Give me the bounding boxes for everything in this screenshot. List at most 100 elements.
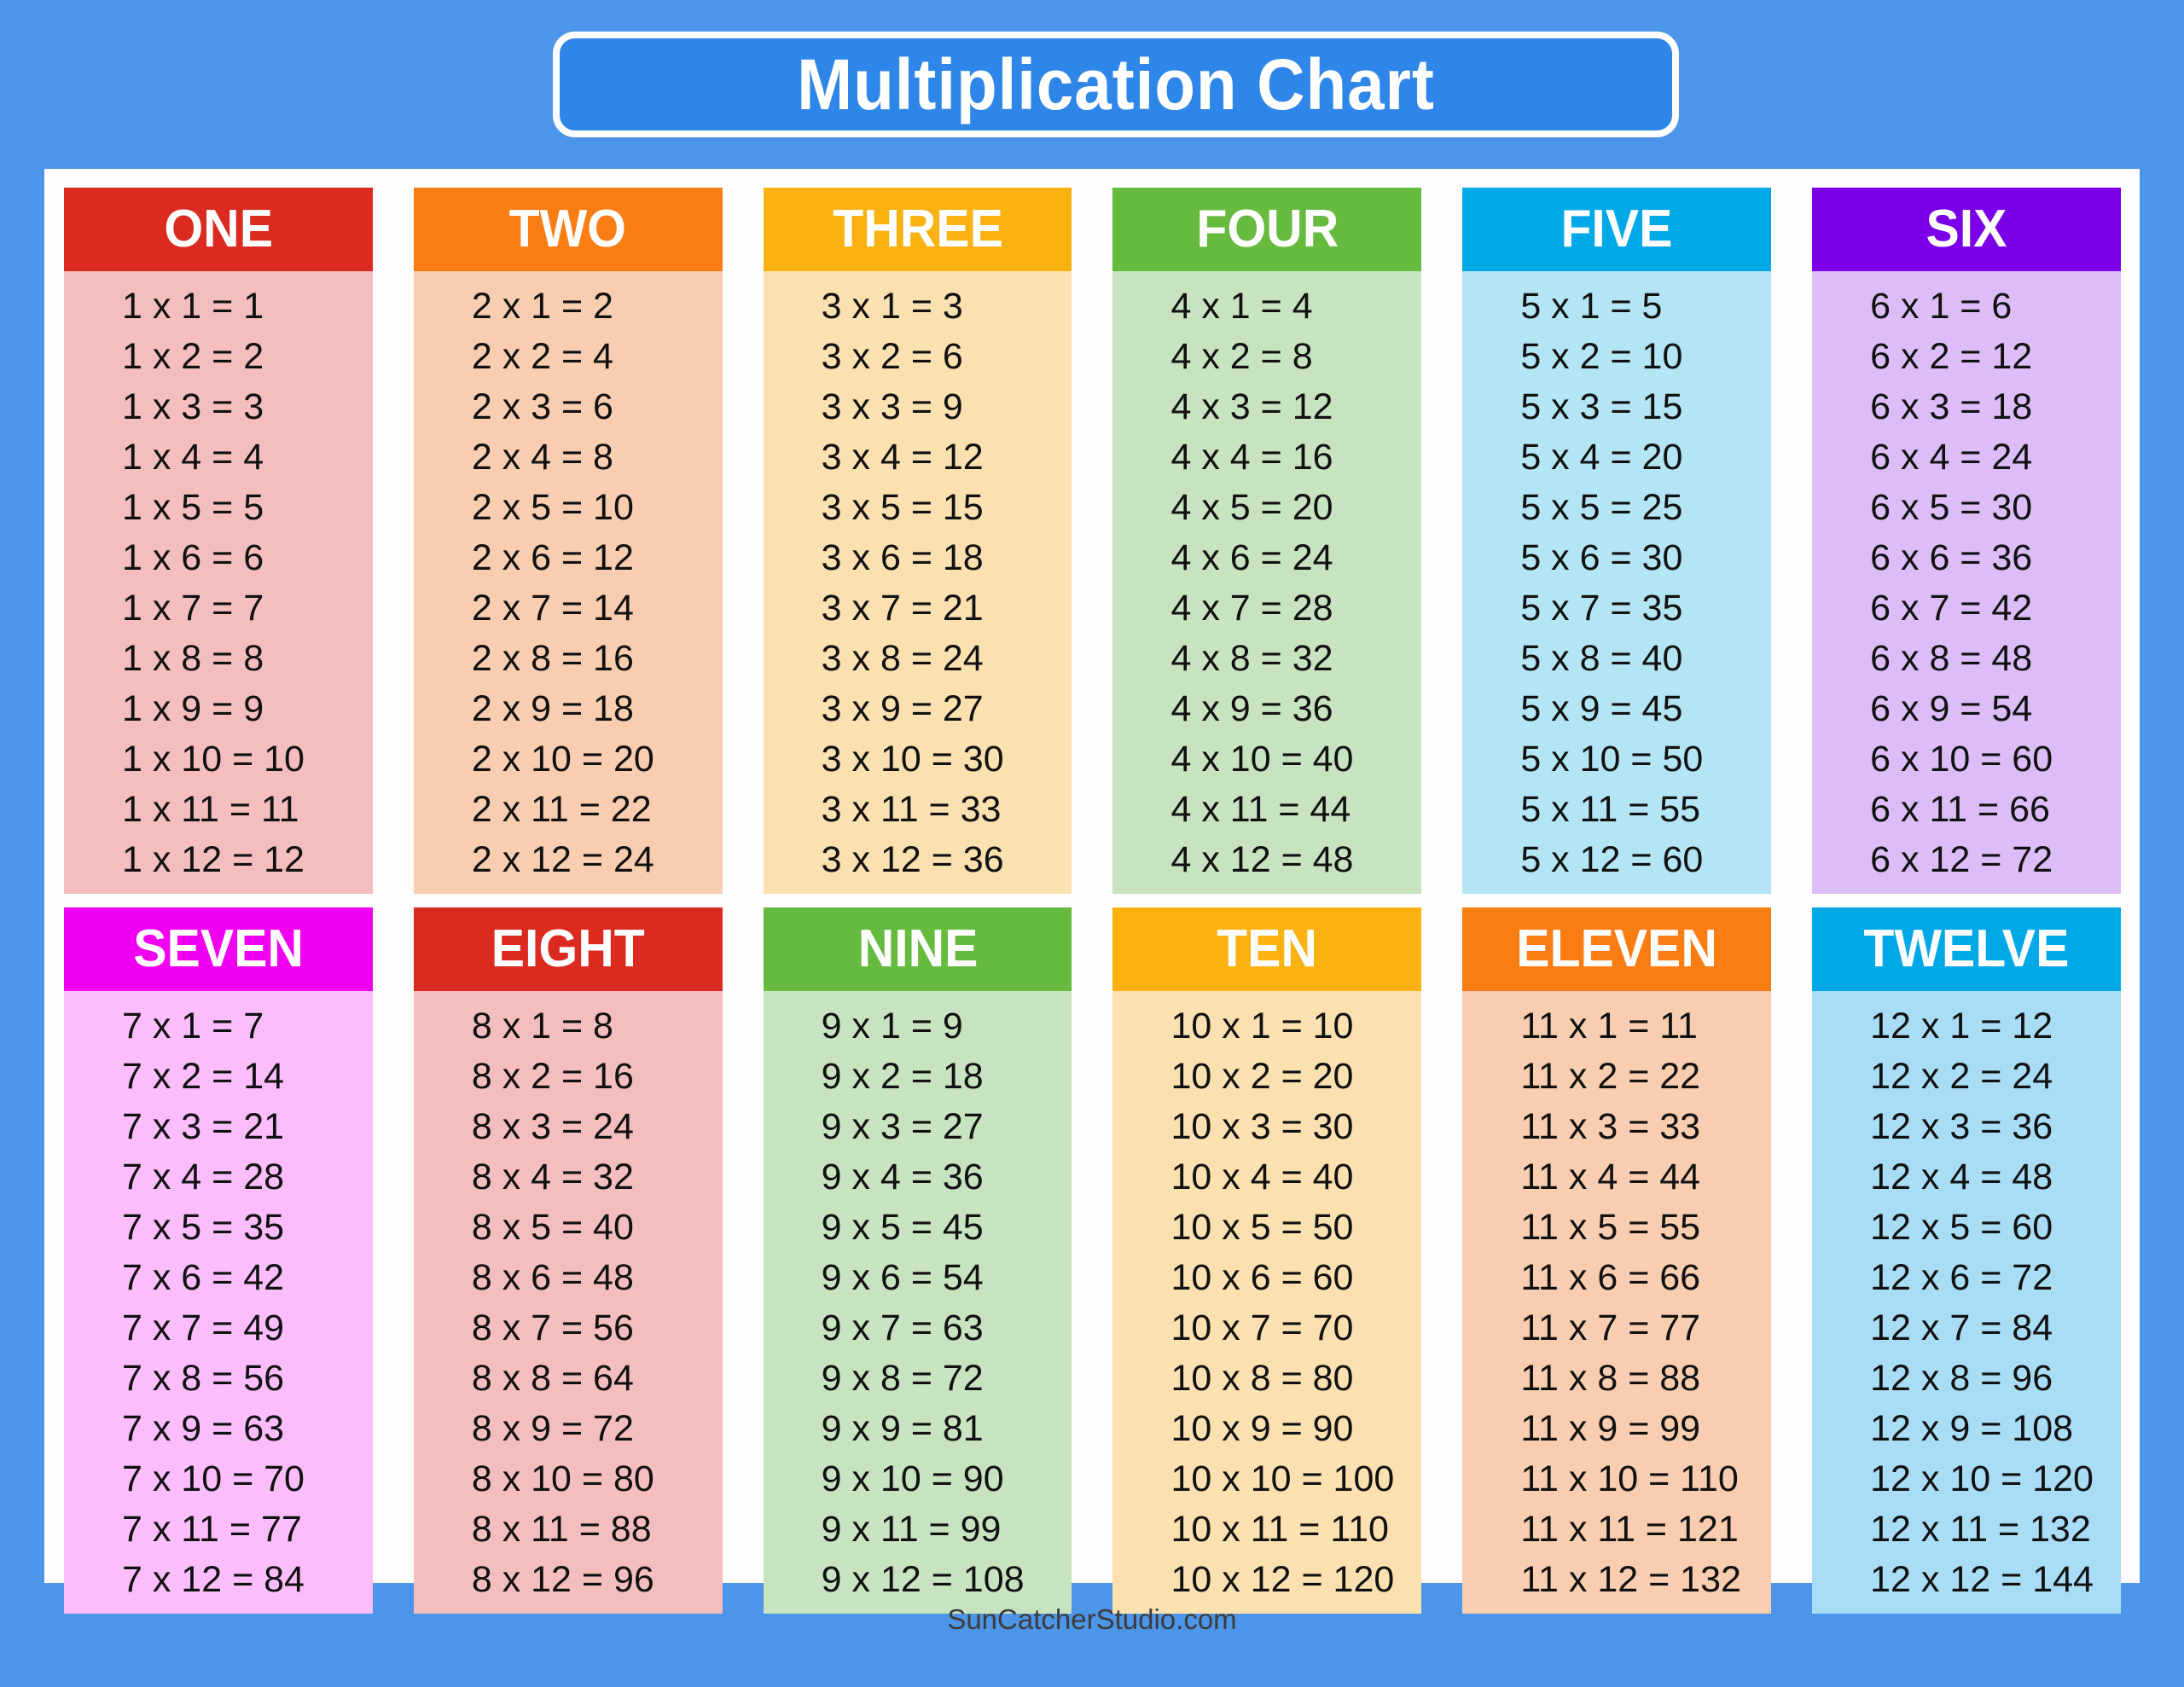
fact-row: 3 x 8 = 24 bbox=[821, 638, 984, 679]
fact-row: 3 x 9 = 27 bbox=[821, 688, 984, 729]
fact-row: 7 x 6 = 42 bbox=[122, 1257, 285, 1298]
fact-row: 4 x 11 = 44 bbox=[1170, 789, 1351, 830]
fact-row: 2 x 8 = 16 bbox=[471, 638, 634, 679]
fact-row: 1 x 11 = 11 bbox=[122, 789, 299, 830]
fact-row: 1 x 9 = 9 bbox=[122, 688, 264, 729]
fact-row: 6 x 8 = 48 bbox=[1870, 638, 2033, 679]
fact-row: 4 x 10 = 40 bbox=[1170, 739, 1354, 780]
fact-row: 2 x 11 = 22 bbox=[471, 789, 652, 830]
card-header-label: FOUR bbox=[1195, 200, 1339, 258]
card-header-label: TWELVE bbox=[1863, 919, 2070, 978]
fact-row: 8 x 5 = 40 bbox=[471, 1207, 634, 1248]
fact-row: 12 x 7 = 84 bbox=[1870, 1307, 2053, 1348]
card-header-five: FIVE bbox=[1462, 188, 1772, 271]
card-header-label: EIGHT bbox=[491, 919, 645, 978]
fact-row: 11 x 8 = 88 bbox=[1520, 1358, 1701, 1399]
fact-row: 2 x 5 = 10 bbox=[471, 487, 634, 528]
fact-row: 1 x 1 = 1 bbox=[122, 286, 264, 327]
fact-row: 12 x 4 = 48 bbox=[1870, 1157, 2053, 1197]
fact-row: 11 x 3 = 33 bbox=[1520, 1106, 1701, 1147]
fact-row: 10 x 10 = 100 bbox=[1170, 1458, 1395, 1499]
card-body-six: 6 x 1 = 6 6 x 2 = 12 6 x 3 = 18 6 x 4 = 24 6… bbox=[1812, 271, 2121, 894]
card-header-label: SEVEN bbox=[133, 919, 304, 978]
fact-row: 9 x 9 = 81 bbox=[821, 1408, 984, 1449]
table-card-four: FOUR 4 x 1 = 4 4 x 2 = 8 4 x 3 = 12 4 x 4 = … bbox=[1112, 188, 1422, 894]
fact-row: 2 x 12 = 24 bbox=[471, 839, 654, 880]
fact-row: 4 x 3 = 12 bbox=[1170, 386, 1333, 427]
fact-row: 4 x 2 = 8 bbox=[1170, 336, 1313, 377]
fact-row: 11 x 4 = 44 bbox=[1520, 1157, 1701, 1197]
fact-row: 1 x 10 = 10 bbox=[122, 739, 305, 780]
fact-row: 1 x 8 = 8 bbox=[122, 638, 264, 679]
fact-row: 9 x 3 = 27 bbox=[821, 1106, 984, 1147]
fact-row: 12 x 10 = 120 bbox=[1870, 1458, 2094, 1499]
card-body-three: 3 x 1 = 3 3 x 2 = 6 3 x 3 = 9 3 x 4 = 12 3 x… bbox=[763, 271, 1072, 894]
fact-row: 5 x 2 = 10 bbox=[1520, 336, 1683, 377]
fact-row: 9 x 5 = 45 bbox=[821, 1207, 984, 1248]
card-body-two: 2 x 1 = 2 2 x 2 = 4 2 x 3 = 6 2 x 4 = 8 2 x … bbox=[413, 271, 723, 894]
fact-row: 7 x 2 = 14 bbox=[122, 1056, 285, 1097]
fact-row: 5 x 11 = 55 bbox=[1520, 789, 1701, 830]
fact-row: 10 x 5 = 50 bbox=[1170, 1207, 1354, 1248]
card-header-label: SIX bbox=[1926, 200, 2007, 258]
fact-row: 6 x 10 = 60 bbox=[1870, 739, 2053, 780]
fact-row: 12 x 2 = 24 bbox=[1870, 1056, 2053, 1097]
fact-row: 8 x 9 = 72 bbox=[471, 1408, 634, 1449]
card-body-eight: 8 x 1 = 8 8 x 2 = 16 8 x 3 = 24 8 x 4 = 32 8… bbox=[413, 991, 723, 1614]
fact-row: 5 x 1 = 5 bbox=[1520, 286, 1663, 327]
fact-row: 5 x 7 = 35 bbox=[1520, 588, 1683, 629]
fact-row: 2 x 4 = 8 bbox=[471, 437, 613, 478]
fact-row: 5 x 8 = 40 bbox=[1520, 638, 1683, 679]
card-header-six: SIX bbox=[1812, 188, 2121, 271]
fact-row: 7 x 1 = 7 bbox=[122, 1006, 264, 1046]
fact-row: 6 x 3 = 18 bbox=[1870, 386, 2033, 427]
fact-row: 2 x 2 = 4 bbox=[471, 336, 613, 377]
table-card-eleven: ELEVEN 11 x 1 = 11 11 x 2 = 22 11 x 3 = 33 1… bbox=[1462, 907, 1772, 1614]
card-header-eleven: ELEVEN bbox=[1462, 907, 1772, 991]
fact-row: 11 x 6 = 66 bbox=[1520, 1257, 1701, 1298]
fact-row: 11 x 9 = 99 bbox=[1520, 1408, 1701, 1449]
card-body-eleven: 11 x 1 = 11 11 x 2 = 22 11 x 3 = 33 11 x 4 … bbox=[1462, 991, 1772, 1614]
card-body-four: 4 x 1 = 4 4 x 2 = 8 4 x 3 = 12 4 x 4 = 16 4 … bbox=[1112, 271, 1422, 894]
card-header-label: ONE bbox=[164, 200, 273, 258]
page-title: Multiplication Chart bbox=[797, 44, 1435, 125]
card-header-two: TWO bbox=[413, 188, 723, 271]
fact-row: 11 x 1 = 11 bbox=[1520, 1006, 1698, 1046]
table-card-seven: SEVEN 7 x 1 = 7 7 x 2 = 14 7 x 3 = 21 7 x 4 … bbox=[64, 907, 373, 1614]
card-header-twelve: TWELVE bbox=[1812, 907, 2121, 991]
fact-row: 3 x 11 = 33 bbox=[821, 789, 1002, 830]
fact-row: 12 x 12 = 144 bbox=[1870, 1559, 2094, 1600]
fact-row: 10 x 4 = 40 bbox=[1170, 1157, 1354, 1197]
fact-row: 5 x 12 = 60 bbox=[1520, 839, 1704, 880]
card-row-bottom: SEVEN 7 x 1 = 7 7 x 2 = 14 7 x 3 = 21 7 x 4 … bbox=[64, 907, 2121, 1614]
fact-row: 7 x 3 = 21 bbox=[122, 1106, 285, 1147]
fact-row: 6 x 6 = 36 bbox=[1870, 537, 2033, 578]
fact-row: 8 x 4 = 32 bbox=[471, 1157, 634, 1197]
fact-row: 12 x 6 = 72 bbox=[1870, 1257, 2053, 1298]
fact-row: 8 x 12 = 96 bbox=[471, 1559, 654, 1600]
fact-row: 9 x 6 = 54 bbox=[821, 1257, 984, 1298]
card-body-nine: 9 x 1 = 9 9 x 2 = 18 9 x 3 = 27 9 x 4 = 36 9… bbox=[763, 991, 1072, 1614]
fact-row: 7 x 5 = 35 bbox=[122, 1207, 285, 1248]
fact-row: 7 x 7 = 49 bbox=[122, 1307, 285, 1348]
table-card-nine: NINE 9 x 1 = 9 9 x 2 = 18 9 x 3 = 27 9 x 4 =… bbox=[763, 907, 1072, 1614]
fact-row: 1 x 4 = 4 bbox=[122, 437, 264, 478]
fact-row: 11 x 5 = 55 bbox=[1520, 1207, 1701, 1248]
fact-row: 12 x 8 = 96 bbox=[1870, 1358, 2053, 1399]
card-header-four: FOUR bbox=[1112, 188, 1422, 271]
fact-row: 2 x 6 = 12 bbox=[471, 537, 634, 578]
card-header-label: TEN bbox=[1217, 919, 1318, 978]
card-header-label: THREE bbox=[832, 200, 1003, 258]
fact-row: 1 x 2 = 2 bbox=[122, 336, 264, 377]
fact-row: 9 x 4 = 36 bbox=[821, 1157, 984, 1197]
card-body-twelve: 12 x 1 = 12 12 x 2 = 24 12 x 3 = 36 12 x 4 … bbox=[1812, 991, 2121, 1614]
fact-row: 10 x 6 = 60 bbox=[1170, 1257, 1354, 1298]
fact-row: 7 x 12 = 84 bbox=[122, 1559, 305, 1600]
card-body-five: 5 x 1 = 5 5 x 2 = 10 5 x 3 = 15 5 x 4 = 20 5… bbox=[1462, 271, 1772, 894]
fact-row: 3 x 5 = 15 bbox=[821, 487, 984, 528]
fact-row: 10 x 2 = 20 bbox=[1170, 1056, 1354, 1097]
card-header-seven: SEVEN bbox=[64, 907, 373, 991]
fact-row: 9 x 10 = 90 bbox=[821, 1458, 1004, 1499]
